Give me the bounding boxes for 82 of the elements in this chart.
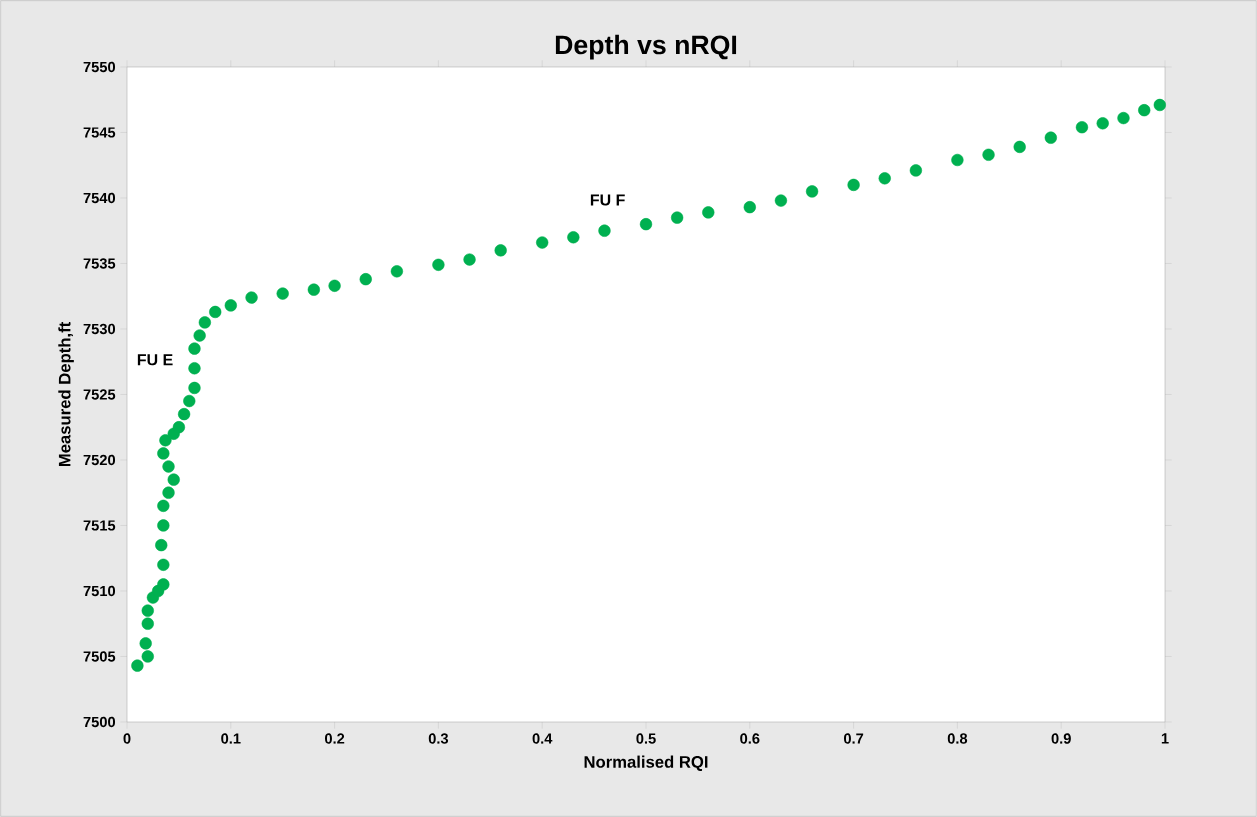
point	[1075, 121, 1089, 134]
point	[141, 604, 154, 617]
point	[188, 362, 201, 375]
x-tick-label: 0.4	[532, 733, 553, 744]
x-tick-label: 0.1	[221, 733, 241, 744]
x-tick-label: 0.3	[428, 733, 449, 744]
y-axis-title: Measured Depth,ft	[58, 322, 74, 467]
point	[188, 381, 201, 395]
x-tick-label: 1	[1161, 733, 1169, 744]
y-tick-label: 7550	[83, 61, 116, 73]
y-tick-label: 7525	[83, 389, 116, 400]
x-tick-label: 0.9	[1051, 733, 1071, 744]
point	[702, 206, 715, 219]
point	[198, 316, 211, 329]
y-tick-label: 7510	[83, 585, 116, 597]
point	[774, 194, 788, 207]
point	[847, 178, 860, 192]
point	[598, 224, 611, 237]
point	[909, 164, 923, 177]
point	[224, 299, 237, 312]
point	[463, 253, 476, 266]
point	[743, 201, 756, 214]
x-tick-label: 0.7	[843, 733, 864, 744]
point	[390, 265, 404, 278]
point	[131, 659, 144, 672]
x-tick-label: 0.5	[636, 733, 656, 744]
point	[276, 287, 289, 300]
x-tick-label: 0	[123, 733, 131, 744]
y-tick-label: 7530	[83, 323, 116, 335]
annotation: FU F	[590, 194, 625, 206]
x-tick-label: 0.2	[325, 733, 345, 744]
point	[159, 434, 172, 447]
point	[328, 279, 341, 292]
point	[494, 244, 507, 257]
y-tick-label: 7535	[83, 258, 116, 269]
point	[805, 185, 819, 198]
point	[157, 499, 170, 512]
point	[167, 473, 180, 486]
point	[245, 291, 258, 304]
point	[1153, 98, 1166, 112]
point	[1096, 117, 1109, 130]
point	[157, 578, 170, 591]
point	[172, 421, 186, 434]
point	[432, 258, 445, 271]
x-axis-title: Normalised RQI	[584, 755, 708, 771]
y-tick-label: 7540	[83, 192, 116, 204]
x-tick-label: 0.8	[947, 733, 968, 744]
point	[982, 148, 995, 161]
point	[359, 273, 372, 286]
point	[567, 231, 580, 244]
point	[536, 236, 549, 249]
point	[141, 617, 154, 630]
point	[951, 153, 964, 167]
point	[209, 305, 222, 319]
y-tick-label: 7505	[83, 651, 116, 662]
point	[1117, 111, 1130, 125]
point	[155, 539, 168, 552]
annotation: FU E	[137, 354, 173, 366]
point	[139, 637, 152, 650]
point	[1044, 131, 1057, 144]
point	[141, 650, 154, 663]
y-tick-label: 7500	[83, 716, 116, 728]
point	[157, 519, 170, 532]
point	[639, 218, 653, 231]
point	[162, 486, 175, 499]
point	[157, 447, 170, 460]
chart-title: Depth vs nRQI	[555, 34, 737, 60]
y-tick-label: 7545	[83, 127, 116, 138]
point	[193, 329, 206, 342]
point	[177, 408, 191, 421]
y-tick-label: 7515	[83, 520, 116, 531]
point	[157, 558, 170, 571]
point	[878, 172, 891, 185]
point	[162, 460, 175, 473]
point	[671, 211, 684, 224]
point	[1138, 104, 1151, 117]
point	[183, 394, 196, 408]
point	[1013, 140, 1026, 154]
y-tick-label: 7520	[83, 454, 116, 466]
x-tick-label: 0.6	[740, 733, 760, 744]
point	[188, 342, 201, 355]
point	[307, 283, 320, 296]
